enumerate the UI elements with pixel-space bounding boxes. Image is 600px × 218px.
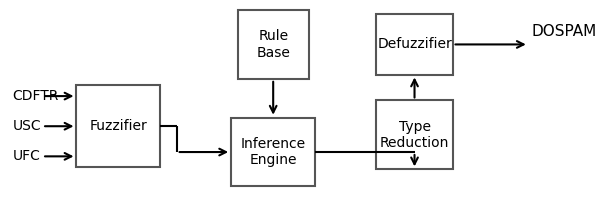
Text: USC: USC (12, 119, 41, 133)
FancyBboxPatch shape (376, 14, 452, 75)
FancyBboxPatch shape (76, 85, 160, 167)
FancyBboxPatch shape (231, 118, 316, 186)
Text: Rule
Base: Rule Base (256, 29, 290, 60)
Text: CDFTR: CDFTR (12, 89, 59, 103)
Text: DOSPAM: DOSPAM (532, 24, 596, 39)
Text: Type
Reduction: Type Reduction (380, 120, 449, 150)
Text: UFC: UFC (12, 149, 40, 163)
Text: Fuzzifier: Fuzzifier (89, 119, 147, 133)
Text: Defuzzifier: Defuzzifier (377, 37, 452, 51)
Text: Inference
Engine: Inference Engine (241, 137, 306, 167)
FancyBboxPatch shape (238, 10, 308, 79)
FancyBboxPatch shape (376, 100, 452, 169)
